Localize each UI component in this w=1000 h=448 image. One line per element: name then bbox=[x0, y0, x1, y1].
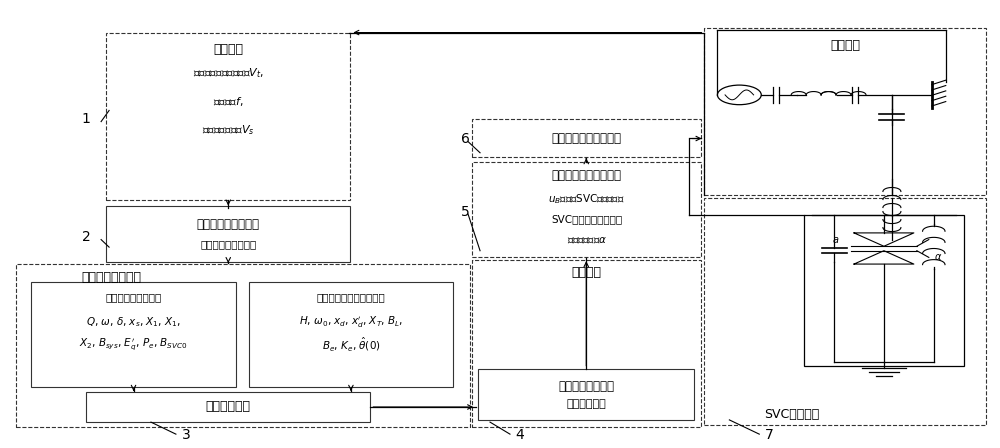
Text: 2: 2 bbox=[82, 230, 91, 244]
Bar bbox=[472, 260, 701, 426]
Text: $B_e$, $K_e$, $\hat{\theta}(0)$: $B_e$, $K_e$, $\hat{\theta}(0)$ bbox=[322, 335, 380, 353]
Text: 晶闸管触发角$\alpha$: 晶闸管触发角$\alpha$ bbox=[567, 235, 607, 245]
Bar bbox=[472, 162, 701, 258]
Text: $u_B$转换为SVC等效导纳值: $u_B$转换为SVC等效导纳值 bbox=[548, 193, 625, 207]
Text: 状态空间逆向转换模块: 状态空间逆向转换模块 bbox=[552, 169, 622, 182]
Bar bbox=[16, 264, 470, 426]
Text: 7: 7 bbox=[765, 428, 774, 443]
Text: 控制器中存储的物理量：: 控制器中存储的物理量： bbox=[317, 293, 385, 302]
Text: 5: 5 bbox=[461, 205, 469, 219]
Text: 测量模块: 测量模块 bbox=[213, 43, 243, 56]
Text: 输电系统: 输电系统 bbox=[830, 39, 860, 52]
Bar bbox=[704, 198, 986, 425]
Text: $X_2$, $B_{sys}$, $E_q'$, $P_e$, $B_{SVC0}$: $X_2$, $B_{sys}$, $E_q'$, $P_e$, $B_{SVC… bbox=[79, 336, 188, 352]
Text: 状态空间转换模块: 状态空间转换模块 bbox=[81, 271, 141, 284]
Text: 可计算出的物理量：: 可计算出的物理量： bbox=[105, 293, 162, 302]
Text: 晶闸管触发和控制模块: 晶闸管触发和控制模块 bbox=[552, 132, 622, 145]
Text: 电网频率$f$,: 电网频率$f$, bbox=[213, 95, 244, 108]
Bar bbox=[86, 392, 370, 422]
Text: 1: 1 bbox=[82, 112, 91, 126]
Bar bbox=[31, 282, 236, 387]
Text: 自适应律计算: 自适应律计算 bbox=[566, 399, 606, 409]
Text: $Q$, $\omega$, $\delta$, $x_s$, $X_1$, $X_1$,: $Q$, $\omega$, $\delta$, $x_s$, $X_1$, $… bbox=[86, 315, 181, 329]
Text: 4: 4 bbox=[516, 428, 524, 443]
Bar bbox=[106, 33, 350, 199]
Text: 6: 6 bbox=[461, 133, 470, 146]
Text: $\alpha$: $\alpha$ bbox=[934, 252, 942, 263]
Bar bbox=[472, 119, 701, 157]
Text: 非线性控制律计算: 非线性控制律计算 bbox=[558, 380, 614, 393]
Text: SVC等效导纳值换算为: SVC等效导纳值换算为 bbox=[551, 215, 622, 224]
Text: $a$: $a$ bbox=[832, 235, 840, 245]
Text: 交流模拟量输入模块: 交流模拟量输入模块 bbox=[197, 217, 260, 231]
Text: 3: 3 bbox=[181, 428, 190, 443]
Text: SVC装置模块: SVC装置模块 bbox=[764, 408, 820, 421]
Text: 控制模块: 控制模块 bbox=[572, 267, 602, 280]
Bar bbox=[804, 215, 964, 366]
Text: 信号滤波、变量计算: 信号滤波、变量计算 bbox=[200, 239, 256, 249]
Text: $H$, $\omega_0$, $x_d$, $x_d'$, $X_T$, $B_L$,: $H$, $\omega_0$, $x_d$, $x_d'$, $X_T$, $… bbox=[299, 314, 403, 330]
Bar bbox=[249, 282, 453, 387]
Bar bbox=[478, 369, 694, 420]
Text: 无穷大母线电压$V_s$: 无穷大母线电压$V_s$ bbox=[202, 124, 255, 138]
Text: 状态空间模型: 状态空间模型 bbox=[206, 401, 251, 414]
Bar bbox=[704, 28, 986, 195]
Text: 采集到的发电机端电压$V_t$,: 采集到的发电机端电压$V_t$, bbox=[193, 66, 264, 80]
Bar bbox=[106, 206, 350, 262]
